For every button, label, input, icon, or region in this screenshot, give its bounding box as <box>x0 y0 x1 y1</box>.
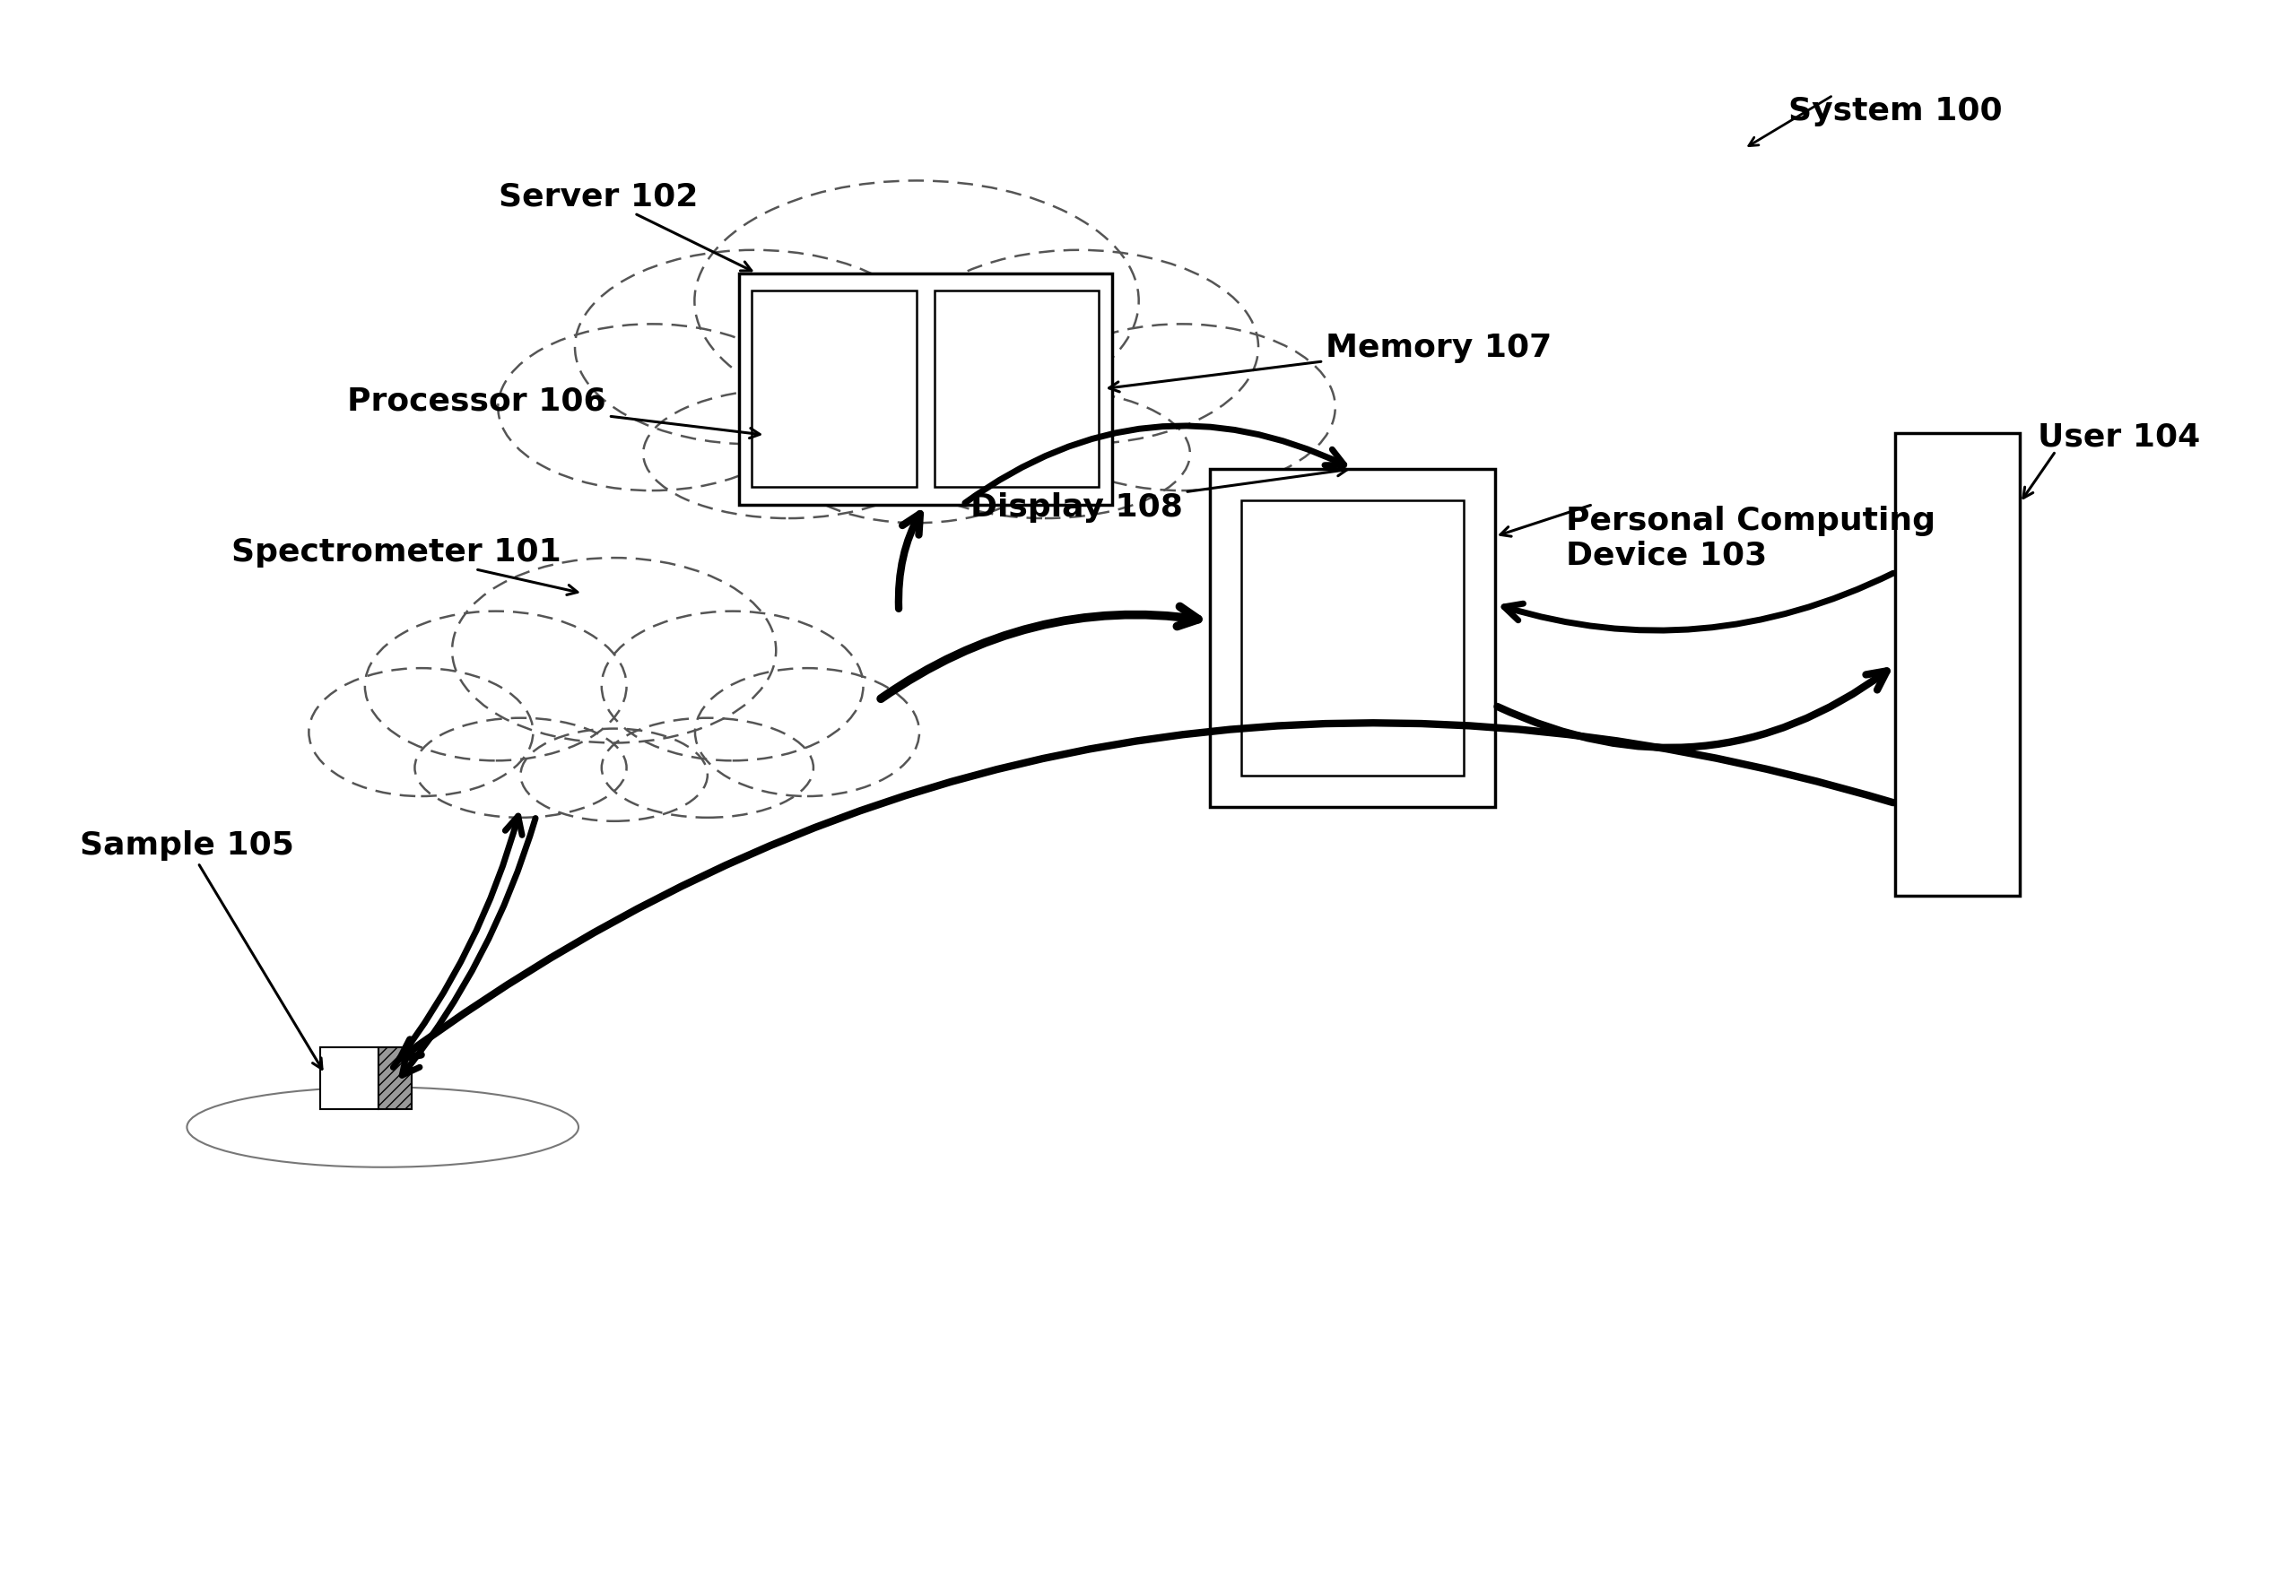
Ellipse shape <box>498 324 806 492</box>
Ellipse shape <box>788 404 1045 523</box>
Text: System 100: System 100 <box>1789 96 2002 126</box>
Ellipse shape <box>310 669 533 796</box>
Ellipse shape <box>365 611 627 761</box>
Ellipse shape <box>186 1087 579 1167</box>
Bar <box>1242 501 1465 776</box>
Text: Server 102: Server 102 <box>498 180 751 271</box>
Ellipse shape <box>602 611 863 761</box>
Bar <box>739 275 1111 504</box>
Ellipse shape <box>643 389 934 519</box>
Bar <box>1210 469 1495 808</box>
Ellipse shape <box>416 718 627 819</box>
Bar <box>1896 434 2020 897</box>
Ellipse shape <box>696 669 918 796</box>
Bar <box>753 292 916 487</box>
Ellipse shape <box>693 182 1139 421</box>
Bar <box>934 292 1100 487</box>
Bar <box>379 1047 411 1109</box>
Ellipse shape <box>1029 324 1336 492</box>
Text: Memory 107: Memory 107 <box>1109 332 1552 393</box>
Text: Spectrometer 101: Spectrometer 101 <box>232 536 579 595</box>
Text: Sample 105: Sample 105 <box>80 830 321 1069</box>
Text: Personal Computing
Device 103: Personal Computing Device 103 <box>1566 504 1936 571</box>
Text: Processor 106: Processor 106 <box>347 386 760 439</box>
Ellipse shape <box>574 251 934 445</box>
Ellipse shape <box>452 559 776 744</box>
Text: User 104: User 104 <box>2039 421 2200 452</box>
Ellipse shape <box>900 251 1258 445</box>
Ellipse shape <box>521 729 707 822</box>
Ellipse shape <box>900 389 1189 519</box>
Ellipse shape <box>602 718 813 819</box>
Text: Display 108: Display 108 <box>969 466 1348 523</box>
Bar <box>321 1047 379 1109</box>
